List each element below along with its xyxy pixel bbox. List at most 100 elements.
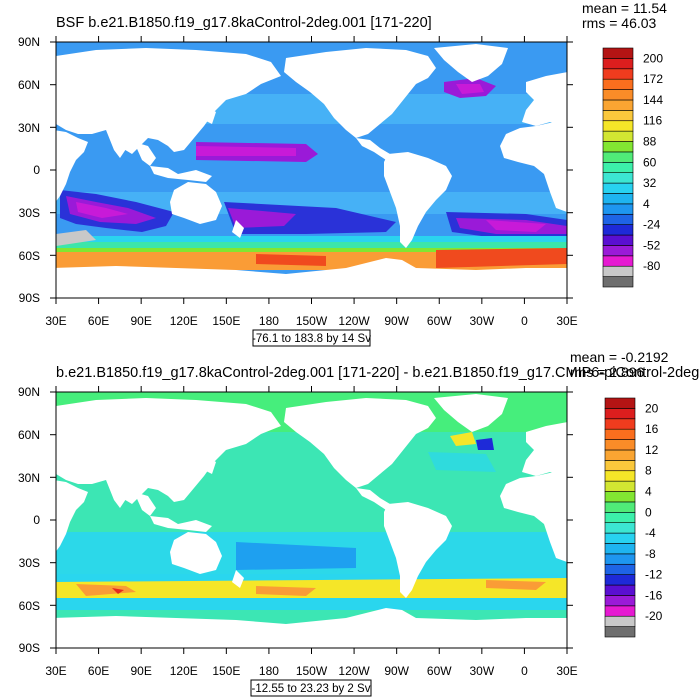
colorbar-label: 144 [643,93,663,107]
colorbar-box [604,397,636,409]
colorbar-label: 12 [645,443,659,457]
colorbar-box [602,120,634,132]
colorbar-label: 16 [645,422,659,436]
colorbar-box [604,449,636,461]
lon-label: 120E [170,314,198,328]
lon-label: 180 [259,314,279,328]
lat-label: 30N [18,121,40,135]
lon-label: 30E [556,314,577,328]
colorbar-box [604,626,636,638]
colorbar-box [604,512,636,523]
panel-2-lon-labels: 30E 60E 90E 120E 150E 180 150W 120W 90W 60W 30W 0 30… [45,386,578,678]
lat-label: 90N [18,385,40,399]
colorbar-box [602,276,634,288]
lon-label: 120W [338,664,370,678]
lat-label: 90S [19,641,40,655]
lon-label: 60W [427,314,452,328]
lon-label: 90E [130,314,151,328]
colorbar-box [604,574,636,586]
panel-2-rms: rms = 2.896 [570,364,645,380]
colorbar-label: -4 [645,526,656,540]
colorbar-label: 0 [645,505,652,519]
panel-1-range-note: -76.1 to 183.8 by 14 Sv [252,333,371,345]
panel-2-title: b.e21.B1850.f19_g17.8kaControl-2deg.001 … [56,365,700,381]
panel-2: b.e21.B1850.f19_g17.8kaControl-2deg.001 … [18,349,700,697]
lat-label: 30S [19,556,40,570]
colorbar-box [604,532,636,544]
lon-label: 60E [88,664,109,678]
colorbar-box [602,193,634,205]
colorbar-label: 20 [645,401,659,415]
lon-label: 0 [521,664,528,678]
colorbar-box [602,162,634,173]
colorbar-box [602,213,634,225]
colorbar-box [602,58,634,70]
colorbar-label: -80 [643,259,661,273]
colorbar-box [602,110,634,122]
colorbar-box [602,47,634,59]
colorbar-box [604,491,636,503]
colorbar-box [602,182,634,194]
lat-label: 60N [18,78,40,92]
colorbar-box [604,470,636,482]
panel-1-mean: mean = 11.54 [582,0,667,16]
colorbar-box [602,151,634,163]
lat-label: 0 [33,163,40,177]
colorbar-box [604,501,636,513]
panel-2-ticks [50,391,573,649]
colorbar-box [602,99,634,111]
panel-1-range-note-box: -76.1 to 183.8 by 14 Sv [252,329,371,347]
lon-label: 180 [259,664,279,678]
colorbar-box [602,141,634,153]
lon-label: 90W [384,664,409,678]
colorbar-label: -52 [643,238,661,252]
colorbar-label: -24 [643,218,661,232]
panel-1-title: BSF b.e21.B1850.f19_g17.8kaControl-2deg.… [56,15,432,31]
panel-1-map [56,42,567,298]
colorbar-box [604,543,636,555]
lon-label: 0 [521,314,528,328]
lon-label: 30W [469,314,494,328]
lon-label: 150W [296,314,328,328]
panel-1-lon-labels: 30E 60E 90E 120E 150E 180 150W 120W 90W 60W 30W 0 30… [45,36,578,328]
panel-2-mean: mean = -0.2192 [570,349,669,365]
colorbar-box [602,245,634,257]
colorbar-box [604,480,636,492]
colorbar-box [604,563,636,575]
lon-label: 90W [384,314,409,328]
panel-2-range-note-box: -12.55 to 23.23 by 2 Sv [250,679,372,697]
lon-label: 120E [170,664,198,678]
colorbar-box [602,172,634,184]
panel-1-lat-labels: 90N 60N 30N 0 30S 60S 90S [18,35,40,305]
lat-label: 60S [19,249,40,263]
lon-label: 120W [338,314,370,328]
colorbar-label: 60 [643,155,657,169]
panel-2-colorbar: 20 16 12 8 4 0 -4 -8 -12 -16 -20 [604,397,663,638]
colorbar-box [602,224,634,236]
lat-label: 90N [18,35,40,49]
lat-label: 60S [19,599,40,613]
lat-label: 30S [19,206,40,220]
lon-label: 150W [296,664,328,678]
colorbar-box [602,234,634,246]
colorbar-box [604,605,636,617]
colorbar-label: -20 [645,609,663,623]
colorbar-label: 8 [645,464,652,478]
colorbar-box [604,615,636,627]
colorbar-box [602,265,634,277]
colorbar-box [602,203,634,215]
colorbar-box [604,408,636,420]
lon-label: 60W [427,664,452,678]
panel-1: BSF b.e21.B1850.f19_g17.8kaControl-2deg.… [18,0,667,347]
panel-2-lat-labels: 90N 60N 30N 0 30S 60S 90S [18,385,40,655]
panel-2-range-note: -12.55 to 23.23 by 2 Sv [252,683,371,695]
lon-label: 30E [45,664,66,678]
lon-label: 90E [130,664,151,678]
colorbar-label: 4 [645,485,652,499]
lat-label: 90S [19,291,40,305]
lon-label: 150E [212,664,240,678]
colorbar-box [602,89,634,101]
colorbar-label: 4 [643,197,650,211]
colorbar-box [602,130,634,142]
lat-label: 30N [18,471,40,485]
